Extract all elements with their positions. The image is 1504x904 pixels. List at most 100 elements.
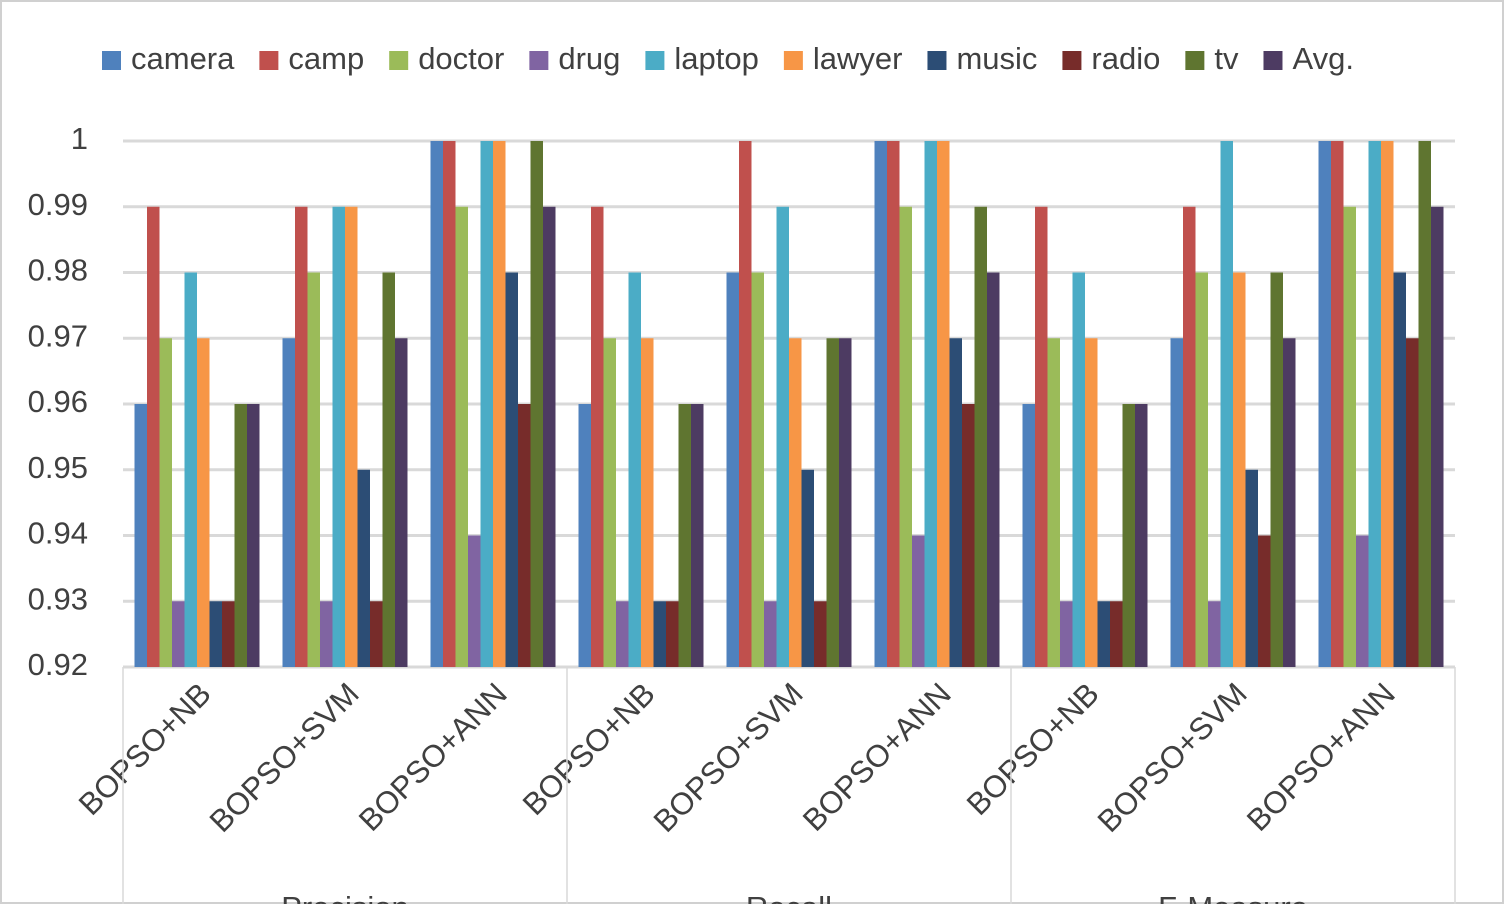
bar (234, 404, 247, 667)
bar (628, 272, 641, 667)
group-label: Precision (281, 890, 409, 904)
bar (1085, 338, 1098, 667)
bar (1233, 272, 1246, 667)
bar (1368, 141, 1381, 667)
bar (678, 404, 691, 667)
bar (1418, 141, 1431, 667)
y-tick-label: 0.99 (28, 187, 88, 222)
y-tick-label: 1 (71, 121, 88, 156)
legend-swatch (645, 51, 665, 70)
legend-label: Avg. (1292, 41, 1353, 76)
bar (1431, 206, 1444, 667)
bar (666, 601, 679, 667)
y-tick-label: 0.92 (28, 647, 88, 682)
group-label: F-Measure (1158, 890, 1308, 904)
bar (578, 404, 591, 667)
bar (1393, 272, 1406, 667)
legend-label: radio (1091, 41, 1160, 76)
bar (1245, 469, 1258, 667)
bar (616, 601, 629, 667)
bar (1170, 338, 1183, 667)
bar (468, 535, 481, 667)
bar (641, 338, 654, 667)
y-tick-label: 0.96 (28, 384, 88, 419)
bar (974, 206, 987, 667)
bar (395, 338, 408, 667)
bar (134, 404, 147, 667)
bar (222, 601, 235, 667)
legend-label: music (956, 41, 1037, 76)
bar (320, 601, 333, 667)
bar (1047, 338, 1060, 667)
bar (653, 601, 666, 667)
bar (1270, 272, 1283, 667)
legend-swatch (1263, 51, 1283, 70)
bar (789, 338, 802, 667)
bar (197, 338, 210, 667)
bar (184, 272, 197, 667)
bar (826, 338, 839, 667)
bar (839, 338, 852, 667)
bar (1195, 272, 1208, 667)
bar (345, 206, 358, 667)
legend-label: camera (131, 41, 235, 76)
bar (1060, 601, 1073, 667)
bar (937, 141, 950, 667)
bar (530, 141, 543, 667)
bar (987, 272, 1000, 667)
bar (949, 338, 962, 667)
bar (726, 272, 739, 667)
legend-swatch (102, 51, 121, 70)
legend-label: camp (288, 41, 364, 76)
bar (382, 272, 395, 667)
bar (370, 601, 383, 667)
bar (1022, 404, 1035, 667)
bar (874, 141, 887, 667)
legend-swatch (927, 51, 947, 70)
bar (209, 601, 222, 667)
legend-label: doctor (418, 41, 504, 76)
legend-swatch (389, 51, 409, 70)
bar (887, 141, 900, 667)
bar (1072, 272, 1085, 667)
bar (430, 141, 443, 667)
bar (1122, 404, 1135, 667)
bar (1283, 338, 1296, 667)
legend-swatch (783, 51, 803, 70)
bar (147, 206, 160, 667)
bar (480, 141, 493, 667)
bar (357, 469, 370, 667)
bar (1356, 535, 1369, 667)
legend-swatch (1185, 51, 1205, 70)
legend-swatch (529, 51, 549, 70)
bar (332, 206, 345, 667)
bar (443, 141, 456, 667)
y-tick-label: 0.97 (28, 318, 88, 353)
y-tick-label: 0.98 (28, 253, 88, 288)
bar (1220, 141, 1233, 667)
bar (603, 338, 616, 667)
bar (739, 141, 752, 667)
bar (1208, 601, 1221, 667)
bar (247, 404, 260, 667)
bar (1258, 535, 1271, 667)
bar (1097, 601, 1110, 667)
bar (543, 206, 556, 667)
bar (899, 206, 912, 667)
bar (1035, 206, 1048, 667)
y-tick-label: 0.95 (28, 450, 88, 485)
bar (1183, 206, 1196, 667)
bar (159, 338, 172, 667)
bar (172, 601, 185, 667)
bar (591, 206, 604, 667)
group-label: Recall (746, 890, 832, 904)
bar (912, 535, 925, 667)
bar (801, 469, 814, 667)
y-tick-label: 0.93 (28, 581, 88, 616)
bar (814, 601, 827, 667)
bar (1331, 141, 1344, 667)
bar (691, 404, 704, 667)
bar (962, 404, 975, 667)
y-tick-label: 0.94 (28, 516, 88, 551)
